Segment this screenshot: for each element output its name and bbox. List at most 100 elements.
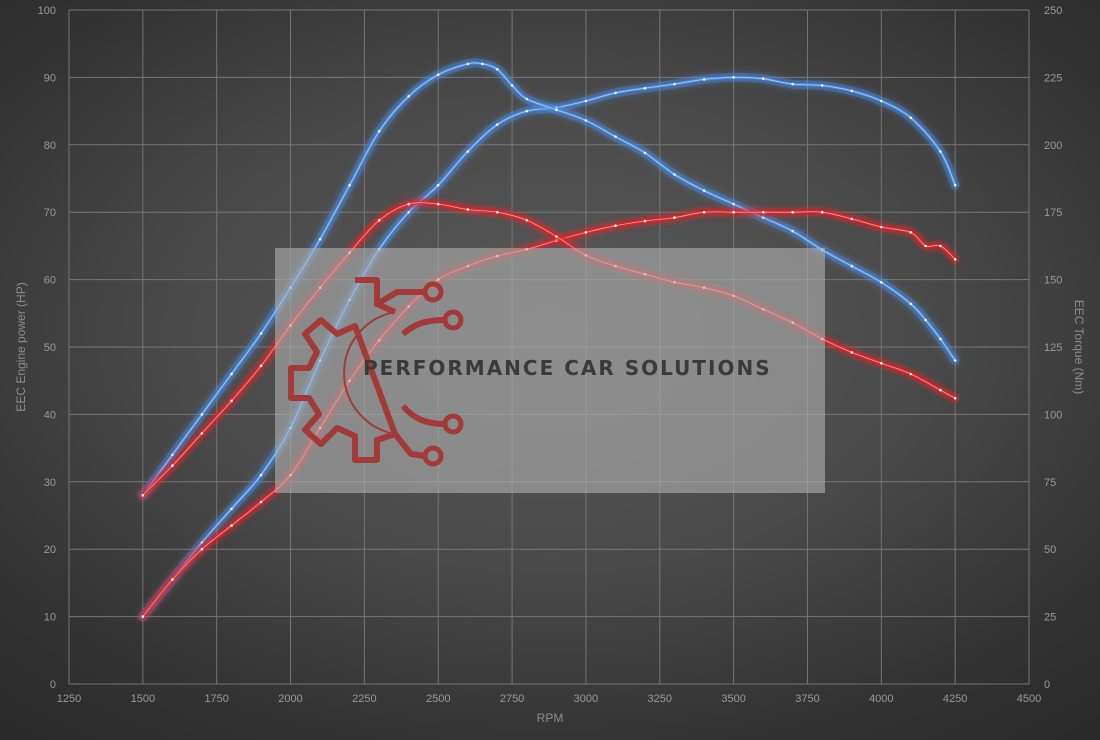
data-point (880, 99, 883, 103)
data-point (407, 210, 411, 214)
data-point (584, 99, 588, 103)
y-tick-label-right: 100 (1044, 409, 1062, 421)
x-tick-label: 2250 (352, 693, 376, 705)
y-tick-label-left: 50 (44, 342, 56, 354)
data-point (141, 615, 145, 618)
data-point (643, 86, 647, 90)
data-point (525, 109, 529, 113)
data-point (791, 82, 794, 86)
y-tick-label-left: 90 (44, 72, 56, 84)
data-point (377, 130, 381, 133)
data-point (702, 78, 706, 81)
x-tick-label: 1250 (57, 693, 81, 705)
data-point (200, 432, 204, 435)
x-tick-label: 3500 (721, 693, 745, 705)
y-tick-label-right: 125 (1044, 342, 1062, 354)
y-tick-label-left: 70 (44, 207, 56, 219)
y-tick-label-right: 175 (1044, 207, 1062, 219)
data-point (614, 91, 617, 95)
data-point (171, 464, 174, 467)
data-point (230, 524, 233, 527)
data-point (702, 210, 706, 214)
y-tick-label-left: 10 (44, 612, 56, 624)
y-tick-label-right: 25 (1044, 612, 1056, 624)
x-tick-label: 4250 (943, 693, 967, 705)
data-point (614, 224, 617, 227)
x-axis-title: RPM (537, 711, 564, 725)
data-point (761, 210, 765, 214)
data-point (584, 231, 588, 234)
y-tick-label-right: 75 (1044, 477, 1056, 489)
data-point (407, 202, 411, 206)
data-point (584, 119, 588, 122)
data-point (643, 151, 647, 155)
data-point (466, 208, 470, 211)
data-point (702, 189, 706, 192)
data-point (820, 84, 824, 87)
data-point (909, 302, 913, 306)
x-tick-label: 2750 (500, 693, 524, 705)
data-point (230, 372, 233, 376)
y-tick-label-left: 20 (44, 544, 56, 556)
x-tick-label: 1500 (131, 693, 155, 705)
data-point (614, 135, 617, 138)
data-point (924, 244, 927, 248)
data-point (318, 237, 322, 241)
data-point (850, 351, 854, 354)
data-point (880, 361, 883, 365)
data-point (259, 473, 263, 477)
y-tick-label-left: 30 (44, 477, 56, 489)
data-point (791, 210, 794, 214)
data-point (377, 219, 381, 222)
data-point (496, 210, 499, 214)
gear-circuit-logo-icon (288, 277, 464, 467)
data-point (732, 76, 735, 79)
y-tick-label-right: 225 (1044, 72, 1062, 84)
data-point (259, 500, 263, 504)
data-point (850, 264, 854, 268)
data-point (732, 210, 735, 214)
y-tick-label-left: 0 (50, 679, 56, 691)
y-tick-label-right: 200 (1044, 140, 1062, 152)
data-point (673, 82, 676, 86)
data-point (820, 210, 824, 214)
data-point (230, 507, 233, 511)
x-tick-label: 2500 (426, 693, 450, 705)
data-point (496, 123, 499, 126)
data-point (850, 217, 854, 221)
data-point (953, 183, 957, 187)
y-tick-label-left: 60 (44, 275, 56, 287)
data-point (525, 219, 529, 222)
y-tick-label-right: 0 (1044, 679, 1050, 691)
data-point (525, 97, 529, 101)
data-point (259, 364, 263, 368)
x-tick-label: 1750 (204, 693, 228, 705)
y-tick-label-right: 150 (1044, 275, 1062, 287)
watermark-text: PERFORMANCE CAR SOLUTIONS (363, 356, 772, 380)
data-point (436, 183, 440, 187)
data-point (555, 235, 558, 238)
data-point (673, 216, 676, 219)
tick-labels: 1250 1500 1750 2000 2250 2500 2750 3000 3250 3500… (38, 5, 1063, 705)
data-point (436, 73, 440, 76)
data-point (924, 318, 927, 322)
x-tick-label: 3750 (795, 693, 819, 705)
y-tick-label-left: 100 (38, 5, 56, 17)
data-point (481, 62, 484, 66)
data-point (953, 396, 957, 400)
data-point (141, 494, 145, 497)
x-tick-label: 3250 (648, 693, 672, 705)
data-point (939, 337, 942, 341)
y-tick-label-left: 40 (44, 409, 56, 421)
y-tick-label-right: 50 (1044, 544, 1056, 556)
x-tick-label: 4500 (1017, 693, 1041, 705)
data-point (939, 150, 942, 153)
data-point (880, 281, 883, 284)
data-point (909, 231, 913, 234)
data-point (200, 547, 204, 551)
data-point (230, 399, 233, 403)
data-point (496, 68, 499, 71)
data-point (909, 372, 913, 376)
data-point (200, 413, 204, 416)
